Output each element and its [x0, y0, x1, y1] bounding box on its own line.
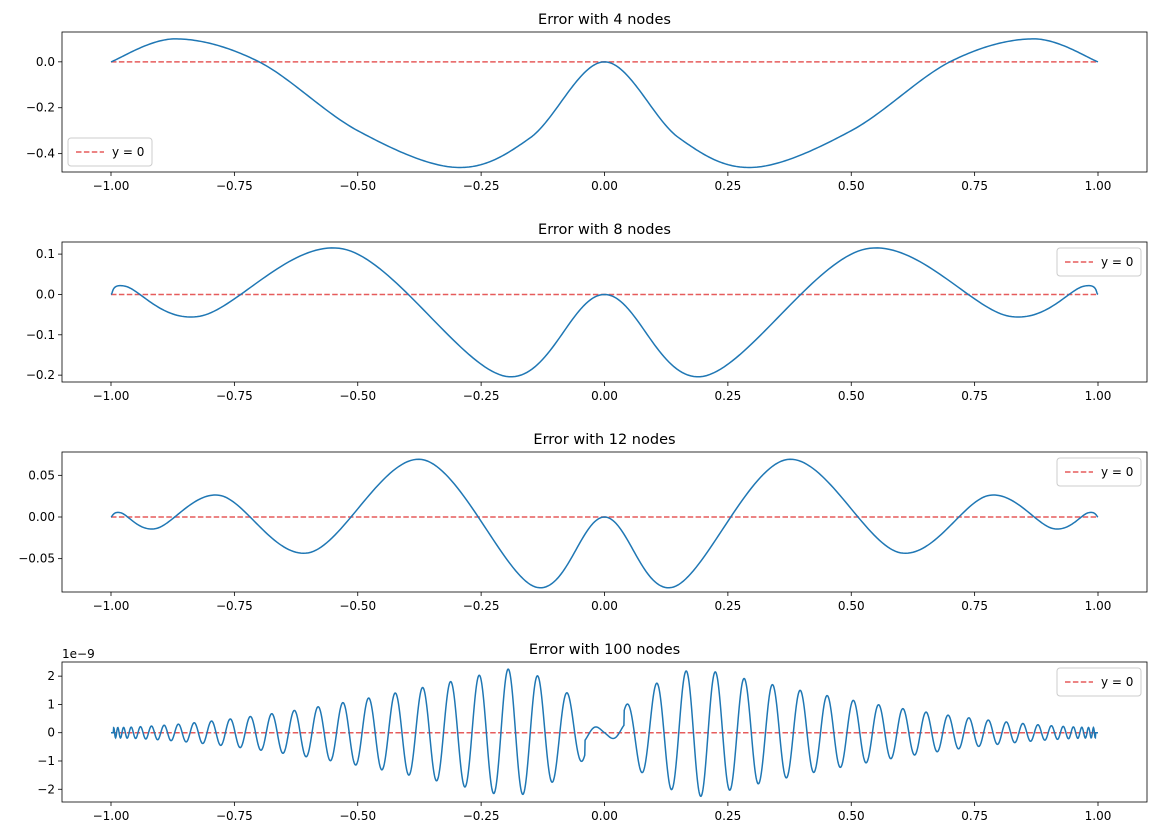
x-tick-label: 0.50: [838, 179, 865, 193]
legend: y = 0: [1056, 457, 1142, 487]
legend-box: [1056, 247, 1142, 277]
y-tick-label: 2: [47, 669, 55, 683]
y-tick-label: −0.2: [26, 368, 55, 382]
y-tick-label: −0.2: [26, 101, 55, 115]
x-tick-label: 0.50: [838, 809, 865, 823]
subplot-3: Error with 12 nodes −1.00 −0.75 −0.50 −0.25 0…: [18, 432, 1148, 613]
x-tick-label: −0.50: [339, 809, 376, 823]
x-tick-label: −1.00: [93, 179, 130, 193]
x-tick-label: −0.75: [216, 389, 253, 403]
x-tick-label: 0.25: [715, 599, 742, 613]
axes-frame: [61, 31, 1148, 173]
x-tick-label: 0.50: [838, 599, 865, 613]
y-tick-label: 0.0: [36, 287, 55, 301]
x-tick-label: 0.00: [591, 809, 618, 823]
x-tick-label: 0.00: [591, 179, 618, 193]
x-tick-label: 1.00: [1085, 179, 1112, 193]
error-curve: [110, 38, 1099, 169]
x-tick-label: −1.00: [93, 389, 130, 403]
subplot-title: Error with 4 nodes: [538, 12, 671, 28]
y-tick-label: 0.1: [36, 247, 55, 261]
x-tick-label: 1.00: [1085, 809, 1112, 823]
x-tick-label: −0.25: [463, 599, 500, 613]
x-tick-label: 0.75: [961, 809, 988, 823]
x-tick-label: 0.75: [961, 389, 988, 403]
x-tick-label: −0.75: [216, 599, 253, 613]
x-tick-label: 1.00: [1085, 389, 1112, 403]
x-tick-label: 0.00: [591, 599, 618, 613]
subplot-title: Error with 8 nodes: [538, 222, 671, 238]
x-tick-label: 0.25: [715, 179, 742, 193]
x-tick-label: 0.00: [591, 389, 618, 403]
legend-label: y = 0: [1101, 675, 1133, 689]
y-tick-label: −1: [37, 754, 55, 768]
error-curve: [110, 458, 1099, 589]
subplot-1: Error with 4 nodes −1.00 −0.75 −0.50 −0.25 0.…: [26, 12, 1148, 193]
y-tick-label: 0: [47, 726, 55, 740]
x-tick-label: 0.25: [715, 809, 742, 823]
legend-box: [1056, 457, 1142, 487]
subplot-title: Error with 100 nodes: [529, 642, 680, 658]
y-tick-label: 0.00: [28, 510, 55, 524]
legend-box: [67, 137, 153, 167]
axes-frame: [61, 451, 1148, 593]
x-tick-label: −0.25: [463, 809, 500, 823]
legend: y = 0: [1056, 667, 1142, 697]
x-tick-label: 0.25: [715, 389, 742, 403]
x-tick-label: −0.75: [216, 809, 253, 823]
x-tick-label: −0.25: [463, 179, 500, 193]
subplot-4: Error with 100 nodes 1e−9 −1.00 −0.75 −0.50 −…: [37, 642, 1148, 823]
legend: y = 0: [67, 137, 153, 167]
y-tick-label: −0.05: [18, 552, 55, 566]
x-tick-label: −0.50: [339, 179, 376, 193]
x-tick-label: 0.50: [838, 389, 865, 403]
x-tick-label: −0.25: [463, 389, 500, 403]
y-tick-label: −0.4: [26, 147, 55, 161]
x-tick-label: −0.50: [339, 389, 376, 403]
subplot-title: Error with 12 nodes: [533, 432, 675, 448]
x-tick-label: −0.75: [216, 179, 253, 193]
legend-label: y = 0: [1101, 255, 1133, 269]
y-tick-label: −2: [37, 782, 55, 796]
x-tick-label: 0.75: [961, 599, 988, 613]
y-tick-label: −0.1: [26, 328, 55, 342]
legend-label: y = 0: [112, 145, 144, 159]
y-tick-label: 0.0: [36, 55, 55, 69]
legend: y = 0: [1056, 247, 1142, 277]
x-tick-label: 0.75: [961, 179, 988, 193]
axes-frame: [61, 241, 1148, 383]
x-tick-label: −1.00: [93, 809, 130, 823]
x-tick-label: −0.50: [339, 599, 376, 613]
legend-label: y = 0: [1101, 465, 1133, 479]
x-tick-label: −1.00: [93, 599, 130, 613]
x-tick-label: 1.00: [1085, 599, 1112, 613]
error-curve: [110, 247, 1099, 378]
legend-box: [1056, 667, 1142, 697]
y-tick-label: 1: [47, 697, 55, 711]
y-offset-label: 1e−9: [62, 647, 95, 661]
subplot-2: Error with 8 nodes −1.00 −0.75 −0.50 −0.25 0.…: [26, 222, 1148, 403]
y-tick-label: 0.05: [28, 468, 55, 482]
error-curve: [111, 668, 1098, 798]
